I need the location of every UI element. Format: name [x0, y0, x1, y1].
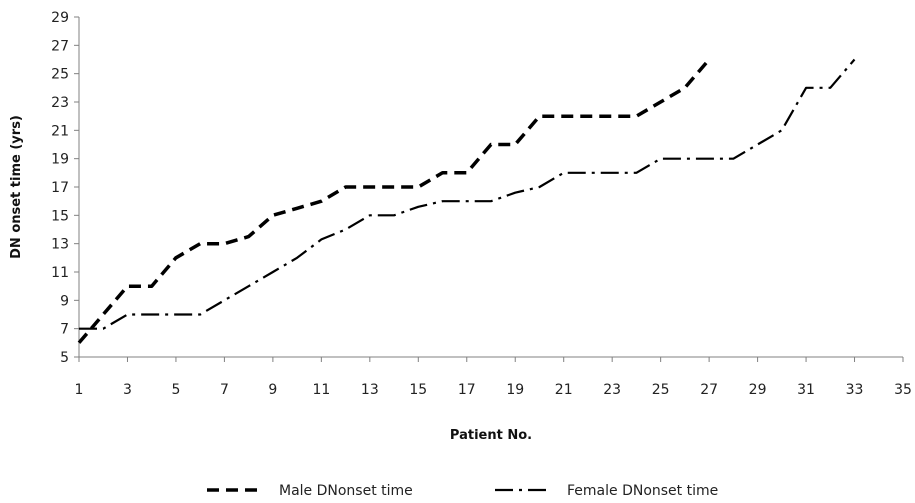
- y-axis-title: DN onset time (yrs): [9, 115, 24, 259]
- y-tick-label: 27: [51, 38, 69, 54]
- y-tick-label: 21: [51, 123, 69, 139]
- x-tick-label: 5: [171, 382, 180, 398]
- x-tick-label: 17: [458, 382, 476, 398]
- x-tick-label: 25: [652, 382, 670, 398]
- legend-label-female: Female DNonset time: [567, 483, 718, 499]
- x-tick-label: 1: [75, 382, 84, 398]
- x-tick-label: 3: [123, 382, 132, 398]
- x-tick-label: 29: [749, 382, 767, 398]
- x-tick-label: 7: [220, 382, 229, 398]
- y-tick-label: 13: [51, 237, 69, 253]
- y-tick-label: 17: [51, 180, 69, 196]
- x-tick-label: 35: [894, 382, 912, 398]
- y-tick-label: 25: [51, 67, 69, 83]
- y-tick-label: 15: [51, 208, 69, 224]
- y-tick-label: 5: [60, 350, 69, 366]
- x-axis-title: Patient No.: [450, 428, 532, 443]
- x-tick-label: 13: [361, 382, 379, 398]
- x-tick-label: 27: [700, 382, 718, 398]
- y-tick-label: 11: [51, 265, 69, 281]
- x-tick-label: 19: [506, 382, 524, 398]
- x-tick-label: 9: [268, 382, 277, 398]
- y-tick-label: 23: [51, 95, 69, 111]
- y-tick-label: 7: [60, 322, 69, 338]
- y-tick-label: 19: [51, 152, 69, 168]
- x-tick-label: 31: [797, 382, 815, 398]
- x-tick-label: 21: [555, 382, 573, 398]
- x-tick-label: 11: [312, 382, 330, 398]
- y-tick-label: 9: [60, 293, 69, 309]
- series-lines: [77, 58, 856, 344]
- series-line-female: [79, 58, 856, 330]
- x-tick-label: 15: [409, 382, 427, 398]
- x-tick-label: 23: [603, 382, 621, 398]
- x-tick-label: 33: [846, 382, 864, 398]
- axes: [74, 16, 904, 362]
- legend-label-male: Male DNonset time: [279, 483, 413, 499]
- series-line-male: [77, 58, 711, 344]
- y-tick-label: 29: [51, 10, 69, 26]
- legend: Male DNonset time Female DNonset time: [207, 483, 718, 499]
